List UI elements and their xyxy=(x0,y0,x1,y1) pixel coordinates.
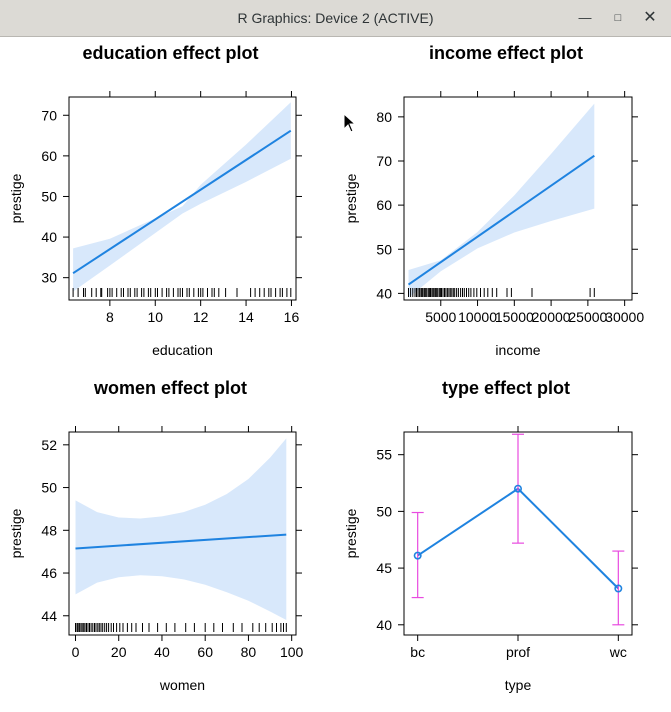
income-y-tick-label: 40 xyxy=(376,285,392,301)
income-x-tick-label: 20000 xyxy=(532,309,571,325)
type-x-tick-label: bc xyxy=(410,644,425,660)
income-y-tick-label: 50 xyxy=(376,241,392,257)
women-y-axis-label: prestige xyxy=(8,508,24,558)
income-y-tick-label: 60 xyxy=(376,197,392,213)
type-y-tick-label: 40 xyxy=(376,617,392,633)
education-effect-plot: education effect plot 8 10 12 14 16 30 40 50 60 70… xyxy=(8,43,302,358)
women-plot-title: women effect plot xyxy=(93,378,247,398)
education-y-axis-label: prestige xyxy=(8,173,24,223)
income-x-tick-label: 10000 xyxy=(458,309,497,325)
education-y-tick-label: 50 xyxy=(41,188,57,204)
women-x-tick-label: 20 xyxy=(111,644,127,660)
income-x-tick-label: 5000 xyxy=(425,309,456,325)
education-y-tick-label: 40 xyxy=(41,229,57,245)
education-y-tick-label: 70 xyxy=(41,107,57,123)
income-plot-title: income effect plot xyxy=(429,43,583,63)
women-y-tick-label: 48 xyxy=(41,522,57,538)
income-x-tick-label: 15000 xyxy=(495,309,534,325)
women-x-tick-label: 0 xyxy=(72,644,80,660)
type-x-axis-label: type xyxy=(505,677,532,693)
maximize-button[interactable]: □ xyxy=(614,12,622,24)
education-y-tick-label: 60 xyxy=(41,148,57,164)
education-confidence-band xyxy=(73,102,291,292)
income-x-axis-label: income xyxy=(495,342,540,358)
income-y-tick-label: 80 xyxy=(376,109,392,125)
type-effect-plot: type effect plot bc prof wc 40 45 50 55 type pres… xyxy=(343,378,638,693)
women-x-tick-label: 60 xyxy=(197,644,213,660)
type-y-axis-label: prestige xyxy=(343,508,359,558)
income-panel-frame xyxy=(403,96,633,301)
education-x-axis-label: education xyxy=(152,342,213,358)
income-effect-plot: income effect plot 5000 100001500020000250… xyxy=(343,43,644,358)
type-y-tick-label: 45 xyxy=(376,560,392,576)
women-confidence-band xyxy=(75,438,287,620)
plot-canvas: education effect plot 8 10 12 14 16 30 40 50 60 70… xyxy=(0,37,671,707)
education-y-tick-label: 30 xyxy=(41,270,57,286)
window-titlebar[interactable]: R Graphics: Device 2 (ACTIVE) — □ ✕ xyxy=(0,0,671,37)
women-x-tick-label: 80 xyxy=(241,644,257,660)
women-x-tick-label: 100 xyxy=(280,644,304,660)
education-plot-title: education effect plot xyxy=(82,43,258,63)
education-panel-frame xyxy=(68,96,297,301)
income-y-axis-label: prestige xyxy=(343,173,359,223)
education-x-tick-label: 12 xyxy=(193,309,209,325)
income-x-tick-label: 25000 xyxy=(568,309,607,325)
type-plot-title: type effect plot xyxy=(442,378,570,398)
type-effect-point xyxy=(614,584,623,593)
women-y-tick-label: 50 xyxy=(41,480,57,496)
education-x-tick-label: 10 xyxy=(147,309,163,325)
type-y-tick-label: 50 xyxy=(376,503,392,519)
type-effect-point xyxy=(513,484,522,493)
income-fit-line xyxy=(407,154,595,286)
women-y-tick-label: 52 xyxy=(41,437,57,453)
income-x-tick-label: 30000 xyxy=(605,309,644,325)
women-x-axis-label: women xyxy=(159,677,205,693)
women-x-tick-label: 40 xyxy=(154,644,170,660)
education-x-tick-label: 8 xyxy=(106,309,114,325)
education-x-tick-label: 16 xyxy=(284,309,300,325)
income-y-tick-label: 70 xyxy=(376,153,392,169)
effect-plots-figure: education effect plot 8 10 12 14 16 30 40 50 60 70… xyxy=(8,43,644,693)
type-x-tick-label: prof xyxy=(506,644,530,660)
income-confidence-band xyxy=(408,103,595,298)
women-effect-plot: women effect plot 0 20 40 60 80 100 44 46 48 50 52 w… xyxy=(8,378,304,693)
women-panel-frame xyxy=(68,431,297,636)
mouse-pointer-icon xyxy=(343,113,357,133)
close-button[interactable]: ✕ xyxy=(643,9,657,26)
education-fit-line xyxy=(72,129,292,275)
women-y-tick-label: 44 xyxy=(41,608,57,624)
education-x-tick-label: 14 xyxy=(238,309,254,325)
type-y-tick-label: 55 xyxy=(376,447,392,463)
minimize-button[interactable]: — xyxy=(578,10,592,25)
type-effect-point xyxy=(413,551,422,560)
women-y-tick-label: 46 xyxy=(41,565,57,581)
type-x-tick-label: wc xyxy=(609,644,627,660)
window-title: R Graphics: Device 2 (ACTIVE) xyxy=(237,10,434,26)
women-fit-line xyxy=(75,533,287,550)
